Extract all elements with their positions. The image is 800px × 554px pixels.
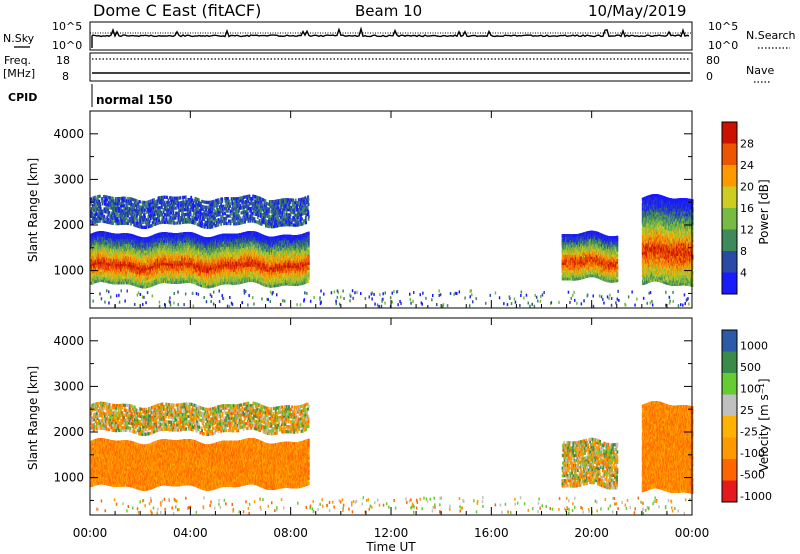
nsky-panel: N.Sky 10^5 10^0 10^5 10^0 N.Search (3, 20, 796, 52)
beam-label: Beam 10 (355, 2, 422, 20)
freq-label: Freq. (4, 54, 31, 67)
nave-tick-top: 80 (706, 54, 720, 67)
freq-unit: [MHz] (3, 67, 35, 80)
power-echo-cells (90, 194, 694, 308)
nave-tick-bottom: 0 (706, 70, 713, 83)
nsky-trace (92, 29, 689, 48)
date-label: 10/May/2019 (588, 2, 686, 20)
nsearch-tick-top: 10^5 (708, 20, 738, 33)
freq-tick-top: 18 (56, 54, 70, 67)
nsearch-tick-bottom: 10^0 (708, 39, 738, 52)
freq-tick-bottom: 8 (62, 70, 69, 83)
station-title: Dome C East (fitACF) (93, 1, 261, 20)
cpid-label: CPID (8, 91, 37, 104)
cpid-value: normal 150 (96, 93, 173, 107)
nsky-tick-bottom: 10^0 (52, 39, 82, 52)
freq-panel: Freq. [MHz] 18 8 80 0 Nave (3, 53, 774, 83)
nsearch-label: N.Search (746, 29, 796, 42)
nsky-label: N.Sky (3, 32, 35, 45)
freq-frame (90, 53, 692, 81)
nave-label: Nave (746, 64, 774, 77)
nsky-tick-top: 10^5 (52, 20, 82, 33)
